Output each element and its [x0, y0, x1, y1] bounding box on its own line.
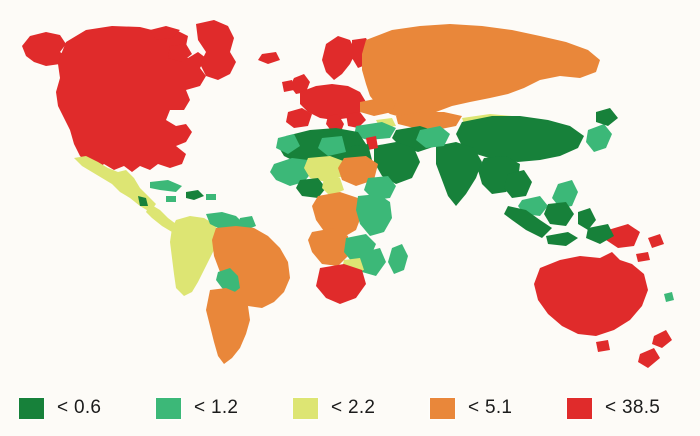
region-britain [290, 74, 310, 94]
legend-item-0[interactable]: < 0.6 [0, 397, 137, 419]
region-indonesia-sumatra [504, 206, 552, 238]
world-map [0, 6, 700, 378]
region-australia [534, 252, 648, 336]
legend-swatch-icon-2 [293, 397, 318, 419]
region-russia [362, 24, 600, 118]
region-western-europe [300, 84, 366, 120]
region-cameroon [322, 178, 344, 196]
region-mexico [74, 156, 156, 212]
region-puerto-rico [206, 194, 216, 200]
legend-swatch-icon-1 [156, 397, 181, 419]
region-oceania [534, 224, 674, 368]
region-argentina-chile [206, 288, 250, 364]
region-borneo [544, 202, 574, 226]
region-java [546, 232, 578, 246]
region-cuba [150, 180, 182, 192]
region-alaska [22, 32, 66, 66]
region-nigeria [296, 178, 326, 198]
region-baffin [168, 44, 192, 62]
legend-label-2: < 2.2 [331, 397, 376, 418]
world-map-svg [0, 6, 700, 378]
region-indochina [504, 170, 532, 198]
legend-item-4[interactable]: < 38.5 [548, 397, 685, 419]
legend-swatch-icon-4 [567, 397, 592, 419]
region-west-africa [270, 158, 312, 186]
region-caribbean [150, 180, 216, 202]
region-south-africa [316, 264, 366, 304]
region-pacific-dot [664, 292, 674, 302]
region-pacific-island-b [636, 252, 650, 262]
region-libya-strip [318, 136, 346, 156]
region-iberia [286, 108, 312, 128]
region-ireland [282, 80, 294, 92]
region-sulawesi [578, 208, 596, 230]
region-levant [366, 136, 378, 150]
region-east-africa [356, 194, 392, 236]
region-japan-north [596, 108, 618, 126]
region-drc [312, 192, 362, 238]
region-canada-usa [56, 26, 206, 172]
region-sahel [304, 156, 346, 182]
region-india [436, 142, 482, 206]
legend-label-4: < 38.5 [605, 397, 661, 418]
region-mozambique [358, 248, 386, 276]
region-south-america [170, 212, 290, 364]
region-ukraine-belt [360, 98, 396, 116]
region-morocco [276, 134, 300, 154]
legend-item-1[interactable]: < 1.2 [137, 397, 274, 419]
region-china [456, 116, 584, 162]
map-legend: < 0.6 < 1.2 < 2.2 < 5.1 < 38.5 [0, 386, 700, 430]
region-jamaica [166, 196, 176, 202]
region-papua-west [586, 224, 614, 244]
region-north-america [22, 20, 280, 172]
legend-label-0: < 0.6 [57, 397, 102, 418]
region-central-america [146, 204, 176, 232]
region-papua-new-guinea [606, 224, 640, 248]
region-andes-north [170, 216, 220, 296]
region-middle-america [74, 156, 176, 232]
region-hispaniola [186, 190, 204, 200]
region-sub-saharan-africa [270, 156, 408, 304]
region-europe [282, 36, 372, 134]
region-arabia [374, 142, 420, 184]
region-guyana-strip [238, 216, 256, 230]
region-asia [416, 108, 618, 246]
region-greenland [196, 20, 236, 80]
legend-item-2[interactable]: < 2.2 [274, 397, 411, 419]
region-korea-japan [586, 124, 612, 152]
region-arctic-islands [150, 26, 180, 40]
region-central-asia-green [416, 126, 450, 148]
region-turkey [354, 122, 396, 140]
region-new-zealand-north [652, 330, 672, 348]
region-belize-guatemala [138, 196, 148, 206]
legend-label-1: < 1.2 [194, 397, 239, 418]
region-angola [308, 228, 350, 266]
region-pacific-island-a [648, 234, 664, 248]
region-bolivia-paraguay [216, 268, 240, 294]
region-iceland [258, 52, 280, 64]
legend-swatch-icon-0 [19, 397, 44, 419]
region-balkans [346, 112, 366, 128]
region-tasmania [596, 340, 610, 352]
region-new-zealand-south [638, 348, 660, 368]
region-philippines [552, 180, 578, 208]
legend-item-3[interactable]: < 5.1 [411, 397, 548, 419]
region-scandinavia [322, 36, 356, 80]
region-kazakhstan [396, 112, 462, 130]
region-ethiopia [364, 176, 396, 200]
legend-swatch-icon-3 [430, 397, 455, 419]
legend-label-3: < 5.1 [468, 397, 513, 418]
region-madagascar [388, 244, 408, 274]
